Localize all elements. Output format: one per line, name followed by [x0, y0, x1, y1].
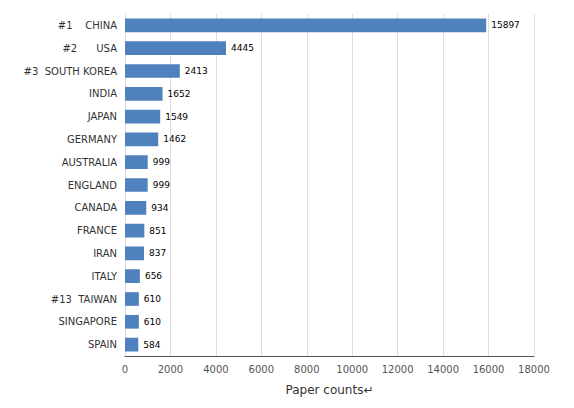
svg-text:4445: 4445	[231, 43, 254, 53]
svg-text:610: 610	[144, 294, 161, 304]
svg-text:18000: 18000	[518, 364, 550, 375]
svg-text:CANADA: CANADA	[74, 202, 117, 213]
svg-text:0: 0	[122, 364, 128, 375]
svg-text:1549: 1549	[165, 112, 188, 122]
svg-text:2000: 2000	[158, 364, 183, 375]
svg-text:851: 851	[149, 226, 166, 236]
svg-text:8000: 8000	[294, 364, 319, 375]
svg-text:Paper counts↵: Paper counts↵	[286, 383, 374, 397]
svg-text:SINGAPORE: SINGAPORE	[58, 316, 117, 327]
svg-text:1652: 1652	[168, 89, 191, 99]
svg-text:656: 656	[145, 271, 162, 281]
svg-text:584: 584	[143, 340, 160, 350]
svg-text:AUSTRALIA: AUSTRALIA	[62, 157, 118, 168]
svg-text:#3 SOUTH KOREA: #3 SOUTH KOREA	[24, 66, 118, 77]
svg-text:ENGLAND: ENGLAND	[68, 180, 118, 191]
svg-text:#1 CHINA: #1 CHINA	[58, 20, 117, 31]
svg-text:837: 837	[149, 248, 166, 258]
svg-text:12000: 12000	[382, 364, 414, 375]
svg-text:10000: 10000	[336, 364, 368, 375]
svg-text:#13 TAIWAN: #13 TAIWAN	[51, 294, 117, 305]
svg-text:GERMANY: GERMANY	[67, 134, 118, 145]
svg-text:2413: 2413	[185, 66, 208, 76]
svg-text:SPAIN: SPAIN	[88, 339, 117, 350]
svg-text:INDIA: INDIA	[89, 88, 117, 99]
svg-text:ITALY: ITALY	[92, 271, 118, 282]
svg-text:#2 USA: #2 USA	[62, 43, 117, 54]
svg-text:FRANCE: FRANCE	[77, 225, 117, 236]
svg-text:4000: 4000	[203, 364, 228, 375]
svg-text:999: 999	[153, 180, 170, 190]
svg-text:934: 934	[151, 203, 168, 213]
svg-text:999: 999	[153, 157, 170, 167]
svg-text:JAPAN: JAPAN	[87, 111, 117, 122]
svg-text:14000: 14000	[427, 364, 459, 375]
svg-text:610: 610	[144, 317, 161, 327]
svg-text:16000: 16000	[473, 364, 505, 375]
svg-text:1462: 1462	[163, 134, 186, 144]
svg-text:15897: 15897	[491, 20, 520, 30]
svg-text:IRAN: IRAN	[93, 248, 117, 259]
svg-text:6000: 6000	[249, 364, 274, 375]
